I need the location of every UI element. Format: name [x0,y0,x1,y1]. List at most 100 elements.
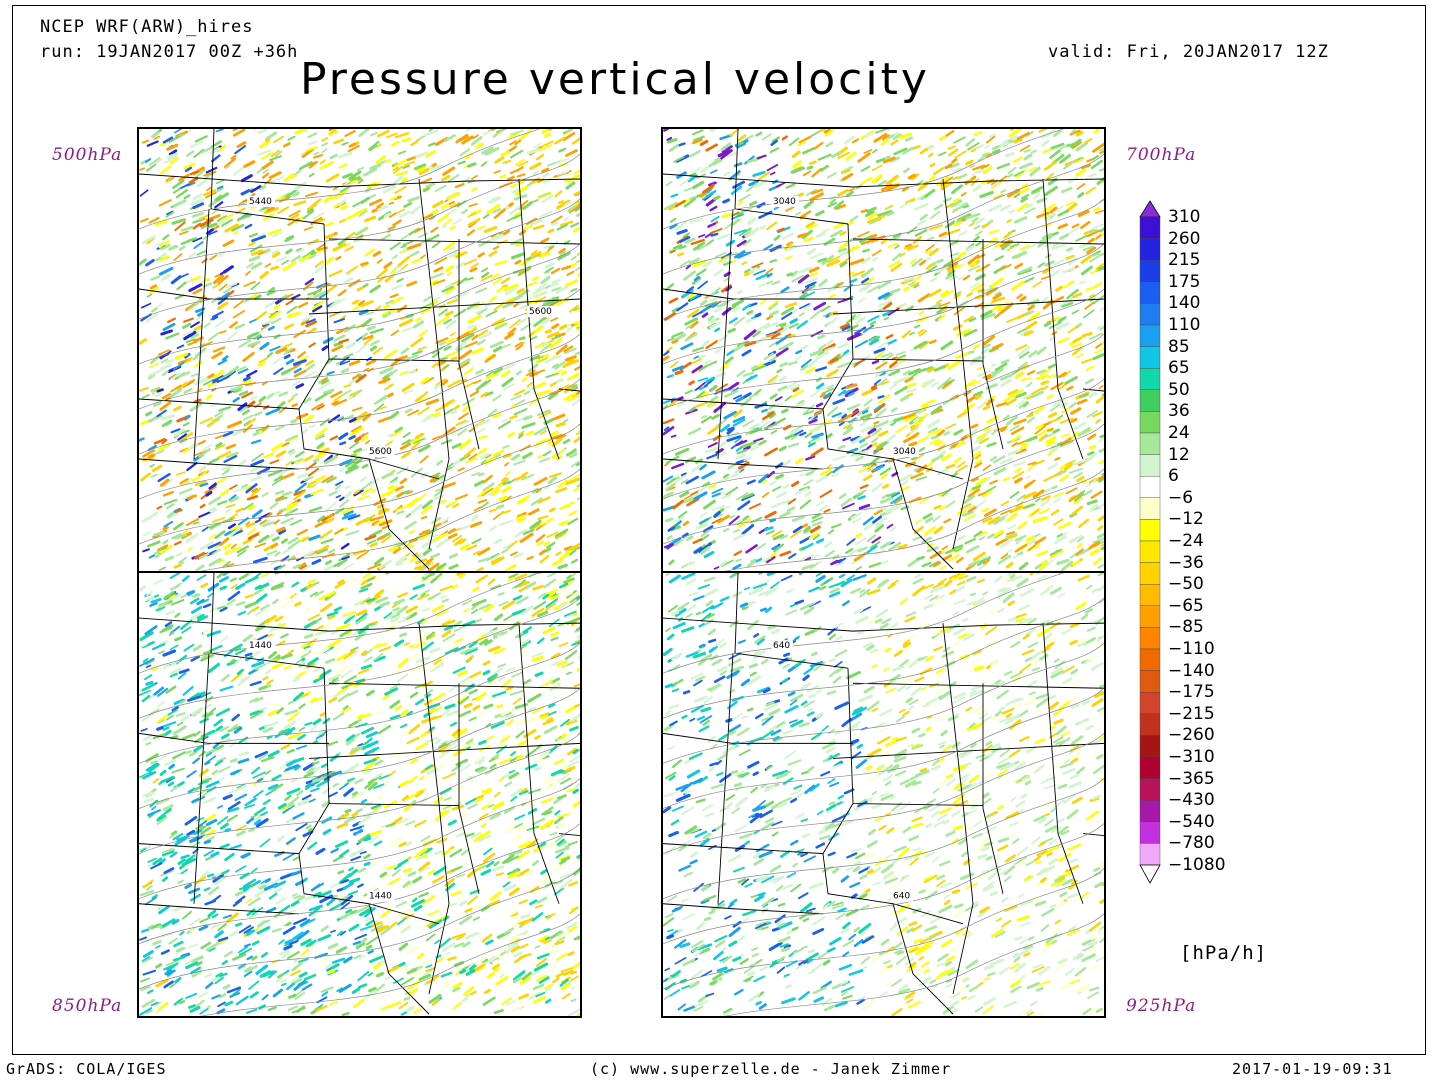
colorbar-swatch [1139,238,1161,261]
colorbar-tick-label: −215 [1168,703,1215,724]
colorbar-tick-label: 140 [1168,293,1201,314]
colorbar-swatch [1139,497,1161,520]
contour-label: 3040 [773,197,796,207]
map-panel-850hpa: 1440 1440 [137,571,582,1018]
colorbar-tick-label: 110 [1168,315,1201,335]
colorbar-tick-label: 12 [1168,444,1190,465]
colorbar-tick-label: −6 [1168,487,1194,508]
colorbar-tick-label: 36 [1168,401,1190,422]
state-borders [663,573,1104,1015]
contour-label: 1440 [369,892,392,902]
colorbar-tick-label: 85 [1168,336,1190,357]
contour-label: 5440 [249,197,272,207]
colorbar-swatch [1139,216,1161,239]
colorbar-swatch [1139,648,1161,671]
height-contours [663,129,1104,571]
map-panel-500hpa: 5440 5600 5600 [137,127,582,573]
vertical-velocity-field [139,129,580,571]
colorbar-swatch [1139,367,1161,390]
colorbar-swatch [1139,756,1161,779]
panel-label-700: 700hPa [1126,145,1197,165]
colorbar-tick-label: −365 [1168,768,1215,789]
colorbar-swatch [1139,605,1161,628]
page-title: Pressure vertical velocity [300,54,930,105]
colorbar-swatch [1139,821,1161,844]
valid-time: valid: Fri, 20JAN2017 12Z [1048,42,1329,62]
colorbar-swatch [1139,627,1161,650]
colorbar-tick-label: −50 [1168,574,1204,595]
plot-frame [12,5,1426,1055]
colorbar-tick-label: −780 [1168,833,1215,854]
vertical-velocity-field [663,573,1104,1016]
colorbar-tick-label: −540 [1168,811,1215,832]
height-contours [663,573,1104,1016]
colorbar-tick-label: 24 [1168,423,1190,443]
colorbar-tick-label: 215 [1168,250,1201,271]
vertical-velocity-field [139,573,580,1016]
footer-credit-grads: GrADS: COLA/IGES [6,1060,167,1078]
colorbar-tick-label: 260 [1168,228,1201,249]
colorbar-swatch [1139,454,1161,477]
colorbar [1139,200,1161,884]
colorbar-swatch [1139,389,1161,412]
colorbar-bottom-arrow [1139,864,1161,884]
contour-label: 640 [773,641,790,651]
colorbar-tick-label: −85 [1168,617,1204,638]
contour-label: 640 [893,892,910,902]
colorbar-swatch [1139,692,1161,715]
contour-label: 5600 [369,447,392,457]
colorbar-swatch [1139,432,1161,455]
colorbar-swatch [1139,562,1161,585]
colorbar-swatch [1139,735,1161,758]
colorbar-swatch [1139,584,1161,607]
colorbar-swatch [1139,259,1161,282]
run-time: run: 19JAN2017 00Z +36h [40,42,299,62]
footer-copyright: (c) www.superzelle.de - Janek Zimmer [590,1060,952,1078]
height-contours [139,129,580,571]
panel-label-500: 500hPa [52,145,123,165]
state-borders [663,129,1104,570]
contour-label: 3040 [893,447,916,457]
colorbar-tick-label: 310 [1168,207,1201,227]
colorbar-tick-label: 50 [1168,379,1190,400]
colorbar-swatch [1139,540,1161,563]
contour-label: 5600 [529,307,552,317]
colorbar-tick-label: −430 [1168,790,1215,811]
panel-label-925: 925hPa [1126,996,1197,1016]
colorbar-tick-label: 6 [1168,466,1179,487]
colorbar-swatch [1139,324,1161,347]
panel-label-850: 850hPa [52,996,123,1016]
colorbar-swatch [1139,346,1161,369]
colorbar-top-arrow [1139,200,1161,218]
colorbar-tick-label: −175 [1168,682,1215,703]
height-contours [139,573,580,1016]
contour-label: 1440 [249,641,272,651]
colorbar-swatch [1139,670,1161,693]
colorbar-tick-label: 175 [1168,271,1201,292]
colorbar-tick-label: −110 [1168,639,1215,659]
map-panel-700hpa: 3040 3040 [661,127,1106,573]
colorbar-swatch [1139,411,1161,434]
colorbar-swatch [1139,281,1161,304]
colorbar-tick-label: −36 [1168,552,1204,573]
colorbar-tick-label: −65 [1168,595,1204,616]
colorbar-tick-label: −24 [1168,531,1204,551]
colorbar-tick-label: −1080 [1168,855,1226,875]
map-panel-925hpa: 640 640 [661,571,1106,1018]
colorbar-tick-label: 65 [1168,358,1190,379]
model-name: NCEP WRF(ARW)_hires [40,17,254,37]
colorbar-tick-label: −140 [1168,660,1215,681]
colorbar-swatch [1139,800,1161,823]
vertical-velocity-field [663,129,1104,571]
colorbar-swatch [1139,519,1161,542]
colorbar-swatch [1139,778,1161,801]
colorbar-tick-label: −310 [1168,747,1215,767]
colorbar-swatch [1139,713,1161,736]
colorbar-unit: [hPa/h] [1180,942,1268,964]
colorbar-swatch [1139,303,1161,326]
colorbar-tick-label: −12 [1168,509,1204,530]
colorbar-tick-label: −260 [1168,725,1215,746]
colorbar-swatch [1139,843,1161,866]
colorbar-swatch [1139,476,1161,499]
footer-timestamp: 2017-01-19-09:31 [1232,1060,1393,1078]
